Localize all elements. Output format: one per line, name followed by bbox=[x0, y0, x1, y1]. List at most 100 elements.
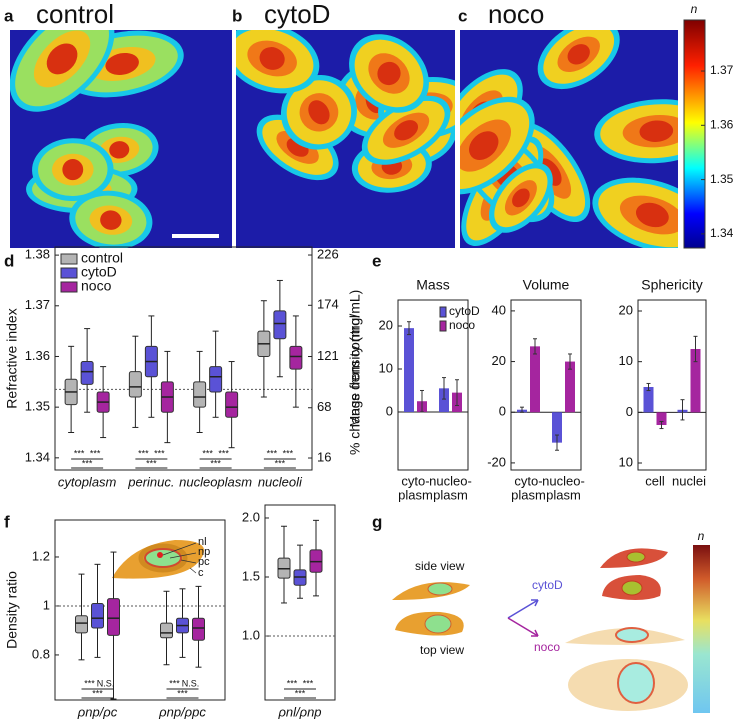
plot-frame bbox=[54, 519, 226, 701]
nucleus bbox=[626, 551, 646, 563]
colorbar bbox=[693, 545, 710, 713]
significance: *** bbox=[210, 458, 221, 468]
nucleus bbox=[62, 159, 84, 181]
bar bbox=[656, 412, 667, 426]
x-tick-label: ρnl/ρnp bbox=[277, 704, 321, 719]
y-tick-label: -20 bbox=[487, 454, 506, 469]
colorbar-tick-label: 1.35 bbox=[710, 172, 734, 186]
legend-label: cytoD bbox=[81, 264, 117, 280]
legend-swatch bbox=[60, 253, 78, 265]
y-tick-label: 20 bbox=[492, 353, 506, 368]
significance: *** bbox=[218, 448, 229, 458]
significance: *** bbox=[202, 448, 213, 458]
micrograph bbox=[460, 30, 678, 248]
image-title: control bbox=[36, 0, 114, 29]
schematic-label: side view bbox=[415, 559, 465, 573]
nucleus bbox=[427, 582, 453, 596]
panel-label: b bbox=[232, 6, 242, 25]
y-tick-label: 0 bbox=[386, 403, 393, 418]
bar bbox=[565, 361, 575, 413]
legend-label: noco bbox=[449, 318, 475, 332]
significance: *** bbox=[92, 688, 103, 698]
nucleus bbox=[100, 210, 122, 230]
chart-title: Volume bbox=[523, 277, 570, 293]
bar bbox=[552, 412, 562, 443]
plot-frame bbox=[264, 504, 336, 701]
significance: *** bbox=[82, 458, 93, 468]
y-tick-label: 10 bbox=[379, 360, 393, 375]
image-title: noco bbox=[488, 0, 544, 29]
y2-axis-label: Mass density (mg/mL) bbox=[347, 290, 363, 428]
nucleus bbox=[621, 580, 643, 596]
significance: *** bbox=[84, 678, 95, 688]
x-tick-label: nucleoplasm bbox=[179, 474, 252, 489]
y-tick-label: 2.0 bbox=[242, 509, 260, 524]
inset-label: nl bbox=[198, 536, 207, 548]
colorbar-label: n bbox=[698, 529, 705, 543]
box bbox=[225, 391, 239, 418]
box bbox=[128, 371, 142, 398]
y-tick-label: 1.2 bbox=[32, 548, 50, 563]
x-tick-label: plasm bbox=[433, 487, 468, 502]
panel-label: f bbox=[4, 512, 10, 531]
plot-frame bbox=[54, 246, 313, 471]
panel-label: e bbox=[372, 251, 381, 270]
y-tick-label: 1.37 bbox=[25, 297, 50, 312]
legend-swatch bbox=[439, 306, 447, 318]
colorbar bbox=[683, 19, 706, 249]
x-tick-label: plasm bbox=[546, 487, 581, 502]
y-tick-label: 0 bbox=[626, 404, 633, 419]
box bbox=[107, 598, 120, 636]
panel-label: c bbox=[458, 6, 467, 25]
x-tick-label: nucleo- bbox=[429, 473, 472, 488]
nucleus bbox=[617, 662, 655, 704]
significance: *** bbox=[283, 448, 294, 458]
y-tick-label: 20 bbox=[619, 302, 633, 317]
nucleus bbox=[512, 188, 530, 208]
y-tick-label: 1.34 bbox=[25, 449, 50, 464]
x-tick-label: nucleoli bbox=[258, 474, 303, 489]
bar bbox=[690, 348, 701, 413]
x-tick-label: perinuc. bbox=[127, 474, 174, 489]
y-axis-label: % change from control bbox=[347, 315, 363, 455]
colorbar-tick-label: 1.37 bbox=[710, 63, 734, 77]
y-tick-label: 10 bbox=[619, 454, 633, 469]
significance: N.S. bbox=[97, 678, 115, 688]
micrographs bbox=[10, 30, 678, 248]
legend-label: cytoD bbox=[449, 304, 480, 318]
y-tick-label: 0.8 bbox=[32, 646, 50, 661]
significance: *** bbox=[267, 448, 278, 458]
box bbox=[75, 615, 88, 634]
nucleus bbox=[635, 202, 669, 228]
y-tick-label: 1.5 bbox=[242, 568, 260, 583]
nucleus bbox=[109, 141, 130, 159]
inset-label: c bbox=[198, 567, 204, 579]
significance: *** bbox=[74, 448, 85, 458]
y2-tick-label: 16 bbox=[317, 449, 331, 464]
colorbar-tick-label: 1.36 bbox=[710, 117, 734, 131]
y-tick-label: 1.35 bbox=[25, 399, 50, 414]
significance: *** bbox=[295, 688, 306, 698]
box bbox=[289, 345, 303, 370]
significance: *** bbox=[146, 458, 157, 468]
significance: *** bbox=[138, 448, 149, 458]
nucleus bbox=[567, 44, 590, 65]
y-tick-label: 1 bbox=[43, 597, 50, 612]
nucleus bbox=[394, 120, 419, 141]
nucleus bbox=[424, 614, 452, 634]
legend-swatch bbox=[439, 320, 447, 332]
x-tick-label: plasm bbox=[398, 487, 433, 502]
y-tick-label: 20 bbox=[379, 317, 393, 332]
inset-label: pc bbox=[198, 556, 210, 568]
micrograph bbox=[10, 30, 232, 248]
box bbox=[91, 603, 104, 629]
plot-frame bbox=[510, 299, 582, 471]
x-tick-label: nucleo- bbox=[542, 473, 585, 488]
schematic-label: top view bbox=[420, 643, 464, 657]
bar bbox=[404, 328, 414, 412]
legend-label: noco bbox=[81, 278, 112, 294]
image-title: cytoD bbox=[264, 0, 330, 29]
y-tick-label: 1.0 bbox=[242, 627, 260, 642]
x-tick-label: ρnp/ρpc bbox=[158, 704, 206, 719]
